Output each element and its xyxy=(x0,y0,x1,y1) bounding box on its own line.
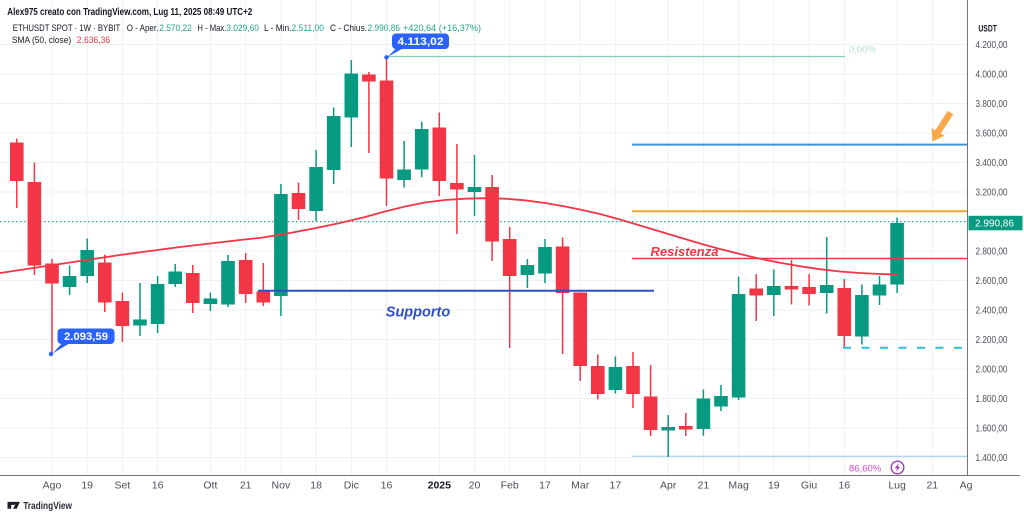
svg-text:2.990,86: 2.990,86 xyxy=(368,23,401,34)
svg-text:Mag: Mag xyxy=(728,480,749,492)
svg-text:Ag: Ag xyxy=(960,480,973,492)
svg-text:16: 16 xyxy=(838,480,850,492)
svg-text:Lug: Lug xyxy=(888,480,906,492)
svg-text:3.400,00: 3.400,00 xyxy=(976,158,1008,169)
svg-text:3.800,00: 3.800,00 xyxy=(976,99,1008,110)
svg-text:Alex975 creato con TradingView: Alex975 creato con TradingView.com, Lug … xyxy=(7,7,252,18)
svg-text:2.200,00: 2.200,00 xyxy=(976,335,1008,346)
svg-text:L - Min.: L - Min. xyxy=(264,23,292,34)
svg-text:2025: 2025 xyxy=(428,480,452,492)
svg-text:86,60%: 86,60% xyxy=(849,464,882,475)
svg-text:4.200,00: 4.200,00 xyxy=(976,40,1008,51)
svg-text:Giu: Giu xyxy=(801,480,818,492)
svg-text:19: 19 xyxy=(768,480,780,492)
svg-text:16: 16 xyxy=(152,480,164,492)
svg-text:2.000,00: 2.000,00 xyxy=(976,365,1008,376)
svg-text:1.800,00: 1.800,00 xyxy=(976,394,1008,405)
svg-text:Supporto: Supporto xyxy=(386,304,451,320)
svg-text:18: 18 xyxy=(310,480,322,492)
svg-text:2.990,86: 2.990,86 xyxy=(975,219,1014,230)
svg-text:Ott: Ott xyxy=(203,480,217,492)
svg-text:1.400,00: 1.400,00 xyxy=(976,453,1008,464)
svg-text:Ago: Ago xyxy=(43,480,62,492)
svg-text:21: 21 xyxy=(240,480,252,492)
svg-text:TradingView: TradingView xyxy=(23,501,73,512)
svg-text:2.636,36: 2.636,36 xyxy=(77,35,110,46)
svg-text:21: 21 xyxy=(698,480,710,492)
svg-text:Apr: Apr xyxy=(660,480,677,492)
svg-text:+420,64 (+16,37%): +420,64 (+16,37%) xyxy=(403,23,481,34)
svg-text:2.800,00: 2.800,00 xyxy=(976,247,1008,258)
svg-text:2.600,00: 2.600,00 xyxy=(976,276,1008,287)
svg-text:ETHUSDT SPOT · 1W · BYBIT: ETHUSDT SPOT · 1W · BYBIT xyxy=(13,23,121,34)
svg-text:1.600,00: 1.600,00 xyxy=(976,424,1008,435)
svg-text:2.570,22: 2.570,22 xyxy=(159,23,192,34)
svg-text:20: 20 xyxy=(469,480,481,492)
svg-text:21: 21 xyxy=(926,480,938,492)
svg-text:0,00%: 0,00% xyxy=(849,45,876,56)
svg-text:4.113,02: 4.113,02 xyxy=(398,36,444,48)
svg-text:O - Aper.: O - Aper. xyxy=(127,23,159,34)
svg-text:3.600,00: 3.600,00 xyxy=(976,129,1008,140)
svg-text:Mar: Mar xyxy=(571,480,590,492)
svg-text:17: 17 xyxy=(539,480,551,492)
svg-text:Nov: Nov xyxy=(272,480,291,492)
svg-text:Feb: Feb xyxy=(501,480,519,492)
svg-text:3.029,60: 3.029,60 xyxy=(226,23,259,34)
svg-text:2.511,00: 2.511,00 xyxy=(292,23,325,34)
svg-text:H - Max.: H - Max. xyxy=(197,23,226,34)
svg-text:C - Chius.: C - Chius. xyxy=(330,23,367,34)
svg-text:16: 16 xyxy=(381,480,393,492)
svg-text:17: 17 xyxy=(610,480,622,492)
svg-text:Resistenza: Resistenza xyxy=(651,244,719,259)
svg-text:Set: Set xyxy=(115,480,131,492)
svg-text:2.400,00: 2.400,00 xyxy=(976,306,1008,317)
svg-text:Dic: Dic xyxy=(344,480,359,492)
svg-text:19: 19 xyxy=(81,480,93,492)
svg-text:3.200,00: 3.200,00 xyxy=(976,188,1008,199)
svg-text:2.093,59: 2.093,59 xyxy=(64,331,108,343)
svg-text:SMA (50, close): SMA (50, close) xyxy=(12,35,71,46)
svg-text:4.000,00: 4.000,00 xyxy=(976,70,1008,81)
svg-text:USDT: USDT xyxy=(978,24,997,34)
